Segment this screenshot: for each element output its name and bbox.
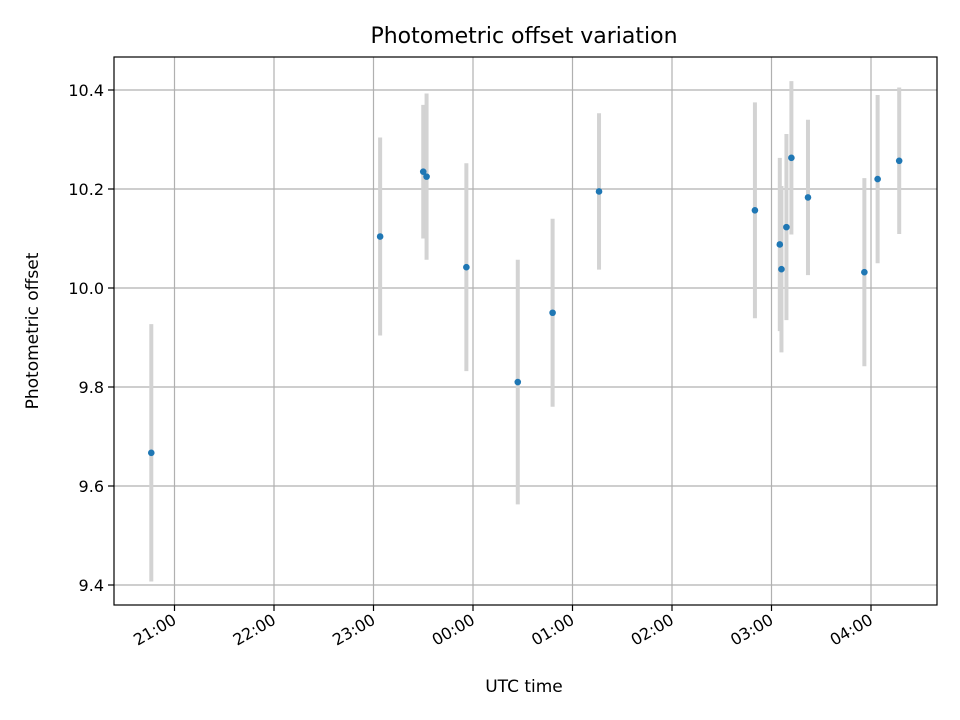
data-point (783, 223, 790, 231)
y-axis-label: Photometric offset (23, 252, 43, 409)
data-point (549, 309, 556, 317)
error-bars (149, 81, 902, 582)
data-points (147, 154, 903, 457)
x-axis-ticks: 21:00 22:00 23:00 00:00 01:00 02:00 03:00 04:00 (130, 605, 876, 650)
data-point (895, 157, 903, 165)
data-point (776, 241, 784, 248)
chart-title: Photometric offset variation (370, 24, 677, 49)
x-tick-label: 03:00 (727, 610, 776, 650)
data-point (595, 188, 603, 195)
data-point (778, 265, 785, 273)
x-axis-label: UTC time (485, 677, 563, 697)
y-tick-label: 10.4 (68, 81, 104, 100)
y-tick-label: 9.4 (79, 576, 104, 595)
y-tick-label: 10.2 (68, 180, 104, 199)
data-point (514, 378, 522, 386)
grid-lines (114, 57, 937, 605)
x-tick-label: 02:00 (628, 610, 677, 650)
y-axis-ticks: 9.4 9.6 9.8 10.0 10.2 10.4 (68, 81, 114, 595)
x-tick-label: 00:00 (429, 610, 478, 650)
data-point (463, 263, 470, 271)
data-point (751, 206, 759, 214)
data-point (804, 194, 812, 201)
x-tick-label: 22:00 (230, 610, 279, 650)
x-tick-label: 01:00 (528, 610, 577, 650)
x-tick-label: 04:00 (827, 610, 876, 650)
data-point (423, 173, 430, 180)
x-tick-label: 21:00 (130, 610, 179, 650)
plot-frame (113, 56, 938, 606)
data-point (861, 268, 868, 276)
y-tick-label: 10.0 (68, 279, 104, 298)
data-point (376, 233, 384, 240)
y-tick-label: 9.8 (79, 378, 104, 397)
data-point (874, 175, 881, 183)
data-point (147, 449, 155, 457)
y-tick-label: 9.6 (79, 477, 104, 496)
data-point (419, 168, 427, 175)
x-tick-label: 23:00 (329, 610, 378, 650)
data-point (788, 154, 795, 162)
